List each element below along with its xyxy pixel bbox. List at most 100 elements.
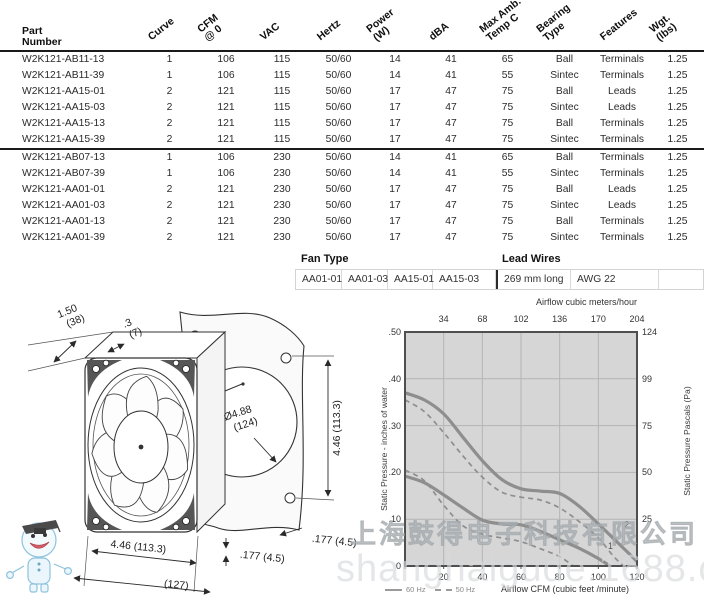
spec-cell: 1.25 [651, 148, 704, 166]
spec-cell: Ball [555, 53, 574, 65]
spec-cell: 75 [501, 215, 514, 227]
fan-type-cell: AA15-03 [433, 270, 496, 289]
spec-cell: 2 [166, 85, 173, 97]
part-number-cell: W2K121-AA15-01 [22, 85, 105, 97]
lead-wires-header: Lead Wires [502, 253, 561, 265]
col-header: Curve [141, 3, 198, 52]
curve-number-label: 2 [624, 520, 629, 530]
curve-number-label: 1 [608, 541, 613, 551]
spec-cell: 121 [217, 215, 235, 227]
spec-cell: 55 [501, 167, 514, 179]
top-axis-tick: 204 [629, 314, 645, 324]
spec-cell: 1.25 [667, 183, 688, 195]
spec-cell: 75 [501, 117, 514, 129]
spec-cell: 17 [389, 199, 401, 211]
fan-body [83, 330, 245, 534]
legend-item: 50 Hz [434, 585, 476, 594]
spec-cell: 75 [501, 101, 514, 113]
spec-cell: 47 [445, 183, 457, 195]
part-number-cell: W2K121-AB07-39 [22, 167, 105, 179]
fan-type-cell: AA01-01 [296, 270, 342, 289]
part-number-cell: W2K121-AB11-39 [22, 69, 105, 81]
solid-line-swatch [385, 588, 402, 591]
fan-lead-cells: AA01-01 AA01-03 AA15-01 AA15-03 269 mm long A… [295, 269, 704, 290]
spec-cell: 41 [423, 148, 479, 166]
part-number-cell: W2K121-AB11-13 [22, 53, 105, 65]
lead-wire-cell: 269 mm long [496, 270, 571, 289]
spec-cell: Terminals [599, 69, 645, 81]
part-number-cell: W2K121-AA15-39 [22, 133, 105, 145]
dim-hole-diameter-2: .177 (4.5) [311, 533, 357, 550]
spec-cell: 1 [166, 167, 173, 179]
spec-cell: 121 [217, 133, 235, 145]
right-axis-tick: 25 [642, 514, 653, 525]
table-row: W2K121-AA15-39 2 121 115 50/60 17 47 75 Sintec Te… [0, 132, 704, 149]
curve-curve-2-60-hz [405, 391, 637, 563]
top-axis-tick: 136 [552, 314, 568, 324]
spec-cell: 1.25 [667, 53, 688, 65]
spec-cell: 41 [445, 53, 457, 65]
bottom-axis-tick: 20 [438, 572, 449, 582]
left-axis-tick: .10 [388, 514, 401, 525]
spec-cell: Terminals [599, 117, 645, 129]
dim-plate-hole-spacing: 4.46 (113.3) [331, 400, 343, 456]
spec-cell: Sintec [550, 231, 579, 243]
table-row: W2K121-AB07-13 1 106 230 50/60 14 41 65 Ball Term… [0, 148, 704, 166]
spec-cell: 17 [389, 85, 401, 97]
left-axis-tick: .20 [388, 467, 401, 478]
spec-cell: 115 [273, 101, 291, 113]
right-axis-label: Static Pressure Pascals (Pa) [682, 386, 692, 496]
spec-cell: 1.25 [667, 167, 688, 179]
col-header-part-number: Part Number [0, 3, 141, 52]
left-axis-tick: .40 [388, 373, 401, 384]
spec-cell: 47 [445, 215, 457, 227]
col-header: Power (W) [364, 3, 423, 52]
top-axis-label: Airflow cubic meters/hour [535, 297, 637, 307]
spec-cell: 1 [166, 69, 173, 81]
spec-cell: 50/60 [325, 69, 352, 81]
spec-cell: 1.25 [667, 69, 688, 81]
spec-table: Part Number Curve CFM @ 0 VAC Hertz Power (W)… [0, 0, 704, 246]
spec-cell: 14 [389, 167, 401, 179]
spec-cell: Ball [536, 148, 593, 166]
spec-cell: Sintec [550, 69, 579, 81]
spec-table-header-row: Part Number Curve CFM @ 0 VAC Hertz Power (W)… [0, 0, 704, 52]
spec-cell: 50/60 [325, 167, 352, 179]
spec-cell: 1.25 [667, 133, 688, 145]
spec-cell: 14 [389, 69, 401, 81]
fan-type-cell: AA15-01 [388, 270, 434, 289]
table-row: W2K121-AA15-01 2 121 115 50/60 17 47 75 Ball Lead… [0, 84, 704, 100]
spec-cell: 2 [166, 101, 173, 113]
spec-cell: 230 [273, 199, 291, 211]
left-axis-label: Static Pressure - inches of water [379, 387, 389, 511]
spec-cell: Terminals [599, 167, 645, 179]
col-header: Wgt. (lbs) [647, 3, 704, 52]
spec-cell: 50/60 [325, 85, 352, 97]
spec-cell: 230 [254, 148, 310, 166]
spec-cell: 50/60 [325, 133, 352, 145]
spec-cell: 14 [367, 148, 423, 166]
spec-cell: 230 [273, 183, 291, 195]
part-number-cell: W2K121-AA15-13 [22, 117, 105, 129]
bottom-axis-label: Airflow CFM (cubic feet /minute) [500, 584, 630, 594]
legend-label: 50 Hz [455, 585, 476, 594]
spec-cell: 65 [479, 148, 536, 166]
spec-cell: Terminals [599, 133, 645, 145]
left-axis-tick: .50 [388, 327, 401, 337]
legend-item: 60 Hz [385, 585, 426, 594]
spec-cell: 230 [273, 167, 291, 179]
part-number-cell: W2K121-AB07-13 [0, 148, 141, 166]
spec-cell: Leads [607, 199, 637, 211]
spec-cell: 50/60 [325, 199, 352, 211]
fan-lead-headers: Fan Type Lead Wires [295, 252, 704, 269]
bottom-axis-tick: 40 [477, 572, 488, 582]
spec-cell: 75 [501, 199, 514, 211]
spec-cell: 14 [389, 53, 401, 65]
col-header: Features [593, 3, 651, 52]
spec-cell: 121 [217, 85, 235, 97]
spec-cell: 75 [501, 183, 514, 195]
spec-cell: 65 [501, 53, 514, 65]
top-axis-tick: 68 [477, 314, 488, 324]
dashed-line-swatch [434, 588, 452, 591]
